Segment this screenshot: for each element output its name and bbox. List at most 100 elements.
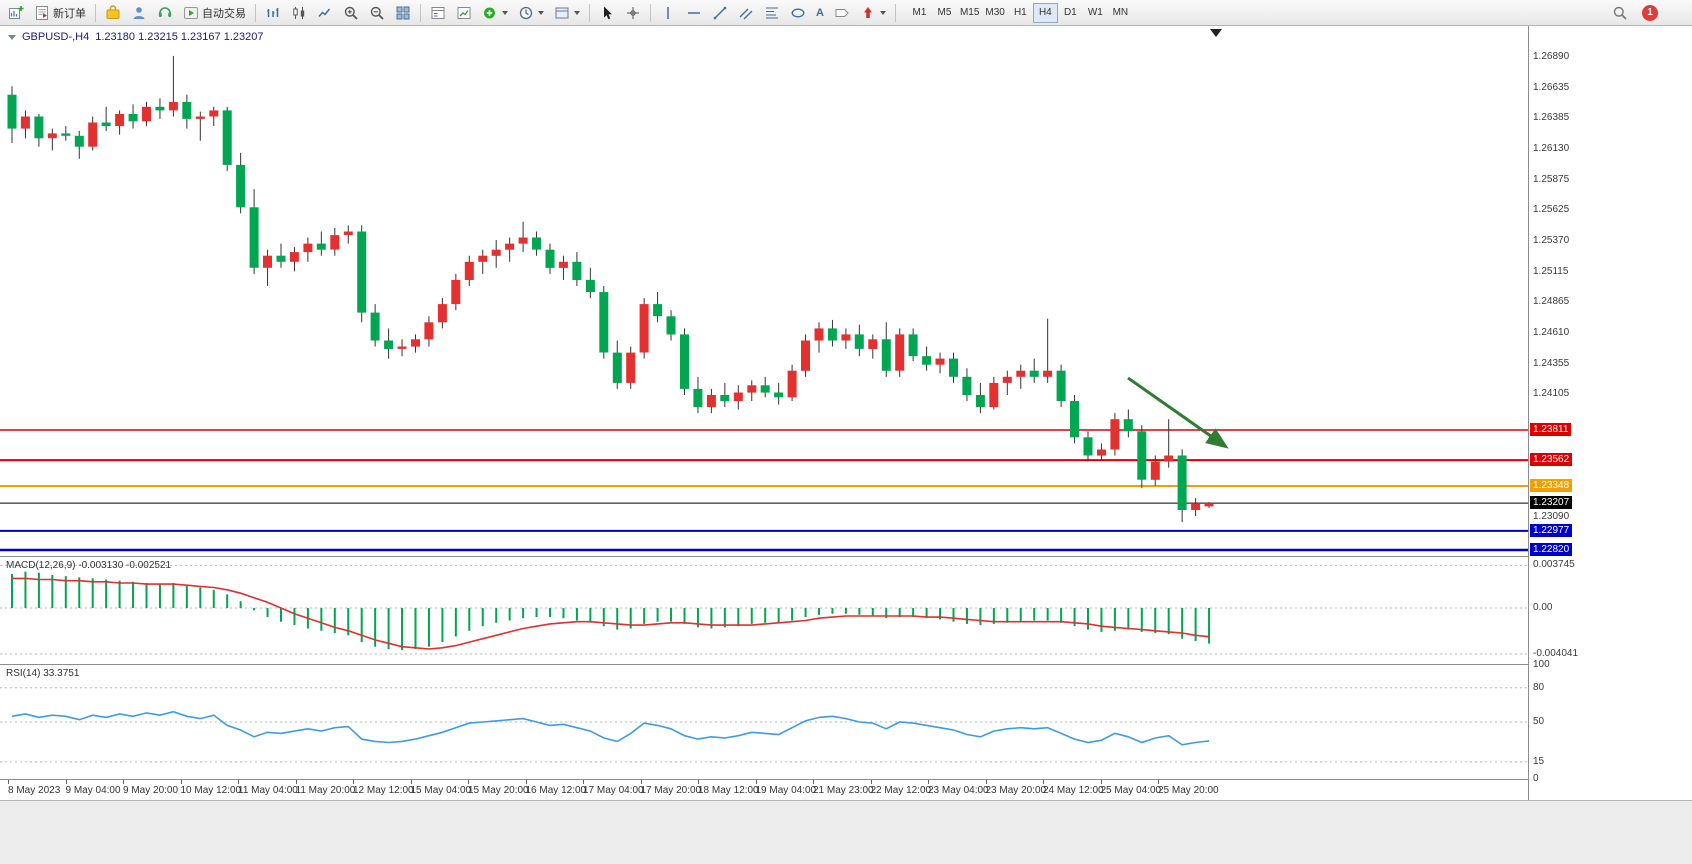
autotrading-button[interactable]: 自动交易 — [179, 2, 250, 24]
macd-panel-canvas[interactable] — [0, 557, 1528, 664]
candle-body — [101, 122, 111, 127]
candle-body — [384, 340, 394, 349]
macd-label: MACD(12,26,9) -0.003130 -0.002521 — [6, 560, 172, 571]
candle-body — [841, 334, 851, 341]
candle-body — [639, 304, 649, 353]
toolbar-separator — [650, 3, 651, 22]
timeframe-button-M5[interactable]: M5 — [932, 3, 957, 23]
price-axis-column[interactable]: 1.26890 1.26635 1.26385 1.26130 1.25875 1.256… — [1528, 26, 1692, 800]
candle-body — [7, 94, 17, 129]
price-axis-label: 1.26890 — [1533, 51, 1570, 62]
one-click-trading-toggle[interactable] — [8, 34, 16, 40]
candle-body — [1123, 419, 1133, 432]
zoom-out-button[interactable] — [365, 2, 389, 24]
candle-body — [195, 116, 205, 119]
time-axis-label: 10 May 12:00 — [180, 785, 242, 796]
candle-body — [289, 252, 299, 262]
time-axis-tick — [1100, 780, 1102, 784]
candle-body — [599, 292, 609, 353]
candle-body — [128, 114, 138, 122]
support-button[interactable] — [153, 2, 177, 24]
templates-button[interactable] — [550, 2, 584, 24]
new-order-button[interactable]: 新订单 — [30, 2, 90, 24]
candle-body — [1110, 419, 1120, 450]
candle-body — [733, 392, 743, 401]
line-chart-type-button[interactable] — [313, 2, 337, 24]
time-axis-label: 25 May 20:00 — [1158, 785, 1219, 796]
marketplace-button[interactable] — [101, 2, 125, 24]
trendline-tool-button[interactable] — [708, 2, 732, 24]
candle-body — [451, 279, 461, 305]
candle-body — [747, 385, 757, 393]
panel-divider-macd[interactable] — [0, 556, 1692, 557]
timeframe-button-MN[interactable]: MN — [1108, 3, 1133, 23]
marketplace-icon — [106, 4, 120, 19]
bar-chart-type-button[interactable] — [261, 2, 285, 24]
price-badge-1.22820: 1.22820 — [1530, 543, 1573, 556]
autotrading-label: 自动交易 — [202, 7, 246, 20]
candle-body — [868, 339, 878, 349]
price-chart-canvas[interactable] — [0, 26, 1528, 556]
notification-badge[interactable]: 1 — [1642, 4, 1658, 21]
data-window-button[interactable] — [426, 2, 450, 24]
timeframe-button-M15[interactable]: M15 — [957, 3, 982, 23]
vertical-line-tool-button[interactable] — [656, 2, 680, 24]
candle-body — [1056, 370, 1066, 401]
chart-shift-marker[interactable] — [1210, 29, 1222, 37]
panel-divider-rsi[interactable] — [0, 664, 1692, 665]
new-chart-button[interactable] — [4, 2, 28, 24]
shapes-tool-button[interactable] — [786, 2, 810, 24]
time-axis[interactable]: 8 May 2023 9 May 04:00 9 May 20:00 10 May 1… — [0, 780, 1528, 800]
data-window-icon — [431, 6, 445, 19]
cursor-icon — [604, 6, 612, 19]
search-icon — [1613, 6, 1627, 20]
candle-body — [680, 334, 689, 389]
cursor-button[interactable] — [595, 2, 619, 24]
profile-button[interactable] — [127, 2, 151, 24]
horizontal-line-tool-button[interactable] — [682, 2, 706, 24]
timeframe-button-M30[interactable]: M30 — [982, 3, 1007, 23]
clock-icon — [519, 6, 533, 19]
channel-tool-button[interactable] — [734, 2, 758, 24]
arrows-tool-button[interactable] — [856, 2, 890, 24]
candlestick-chart-type-button[interactable] — [287, 2, 311, 24]
timeframe-button-D1[interactable]: D1 — [1058, 3, 1083, 23]
time-axis-tick — [698, 780, 699, 784]
macd-axis-label: 0.003745 — [1533, 559, 1575, 570]
trend-arrow-annotation[interactable] — [1127, 376, 1229, 449]
timeframe-button-H1[interactable]: H1 — [1008, 3, 1033, 23]
price-axis-label: 1.25115 — [1533, 266, 1569, 277]
time-axis-tick — [870, 780, 872, 784]
zoom-out-icon — [370, 6, 384, 20]
trendline-icon — [713, 6, 727, 19]
chevron-down-icon — [502, 10, 508, 15]
support-headset-icon — [158, 6, 172, 17]
price-badge-1.23207: 1.23207 — [1530, 496, 1573, 509]
crosshair-button[interactable] — [621, 2, 645, 24]
text-tool-button[interactable]: A — [812, 2, 828, 24]
candle-body — [774, 392, 784, 398]
search-button[interactable] — [1608, 2, 1632, 24]
fibonacci-icon — [766, 6, 778, 19]
new-chart-icon — [9, 5, 24, 19]
periods-button[interactable] — [514, 2, 548, 24]
add-indicator-button[interactable] — [478, 2, 512, 24]
rsi-panel-canvas[interactable] — [0, 665, 1528, 779]
timeframe-button-H4[interactable]: H4 — [1032, 2, 1058, 23]
time-axis-tick — [468, 780, 469, 784]
vertical-line-icon — [667, 6, 669, 19]
timeframe-button-M1[interactable]: M1 — [907, 3, 932, 23]
timeframe-button-W1[interactable]: W1 — [1083, 3, 1108, 23]
strategy-tester-button[interactable] — [452, 2, 476, 24]
candle-body — [666, 316, 676, 335]
tile-windows-button[interactable] — [391, 2, 415, 24]
fibonacci-tool-button[interactable] — [760, 2, 784, 24]
candle-body — [397, 346, 407, 349]
text-label-tool-button[interactable] — [830, 2, 854, 24]
zoom-in-button[interactable] — [339, 2, 363, 24]
time-axis-tick — [583, 780, 584, 784]
rsi-label: RSI(14) 33.3751 — [6, 668, 80, 679]
candle-body — [155, 106, 165, 111]
candle-body — [693, 388, 703, 408]
candle-body — [316, 243, 326, 250]
